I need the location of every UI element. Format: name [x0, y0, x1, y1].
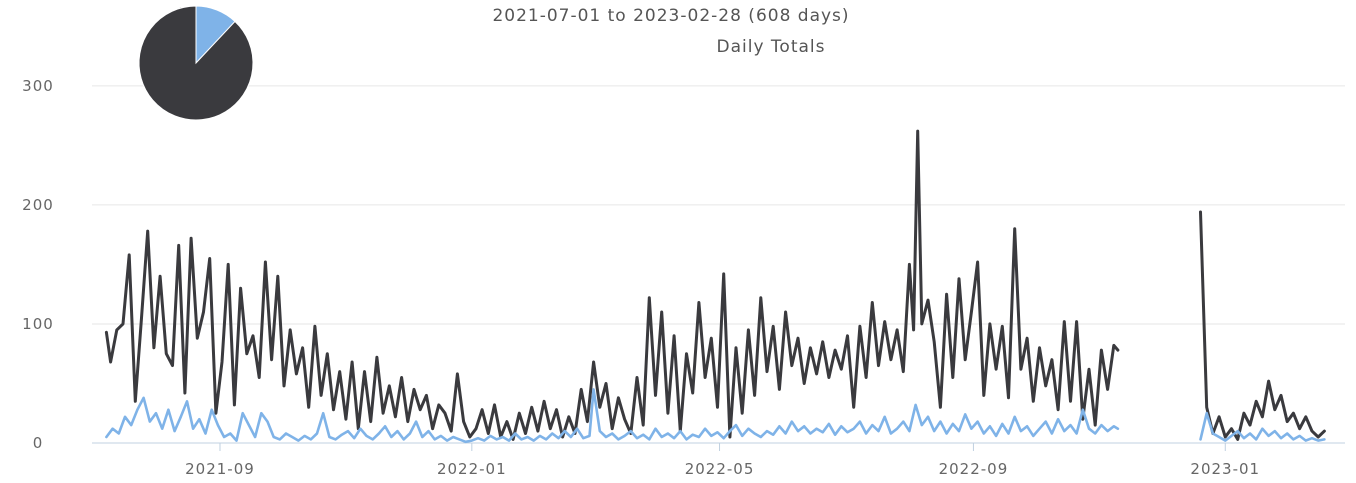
x-tick-label: 2022-09 — [939, 460, 1009, 478]
y-axis: 0 100 200 300 — [22, 77, 54, 452]
chart-subtitle: 2021-07-01 to 2023-02-28 (608 days) — [492, 6, 849, 26]
x-tick-label: 2021-09 — [185, 460, 255, 478]
x-axis: 2021-09 2022-01 2022-05 2022-09 2023-01 — [185, 443, 1260, 478]
y-tick-label: 200 — [22, 196, 54, 214]
x-tick-label: 2023-01 — [1190, 460, 1260, 478]
x-tick-label: 2022-05 — [685, 460, 755, 478]
pie-slice-2 — [138, 5, 254, 121]
y-tick-label: 0 — [33, 434, 44, 452]
y-tick-label: 100 — [22, 315, 54, 333]
series-line-1 — [104, 129, 1326, 441]
series-lines — [104, 129, 1326, 444]
gridlines — [92, 85, 1345, 444]
average-pie — [138, 5, 254, 121]
x-tick-label: 2022-01 — [437, 460, 507, 478]
y-tick-label: 300 — [22, 77, 54, 95]
series-line-2 — [105, 388, 1326, 444]
chart-title: Daily Totals — [717, 37, 826, 57]
